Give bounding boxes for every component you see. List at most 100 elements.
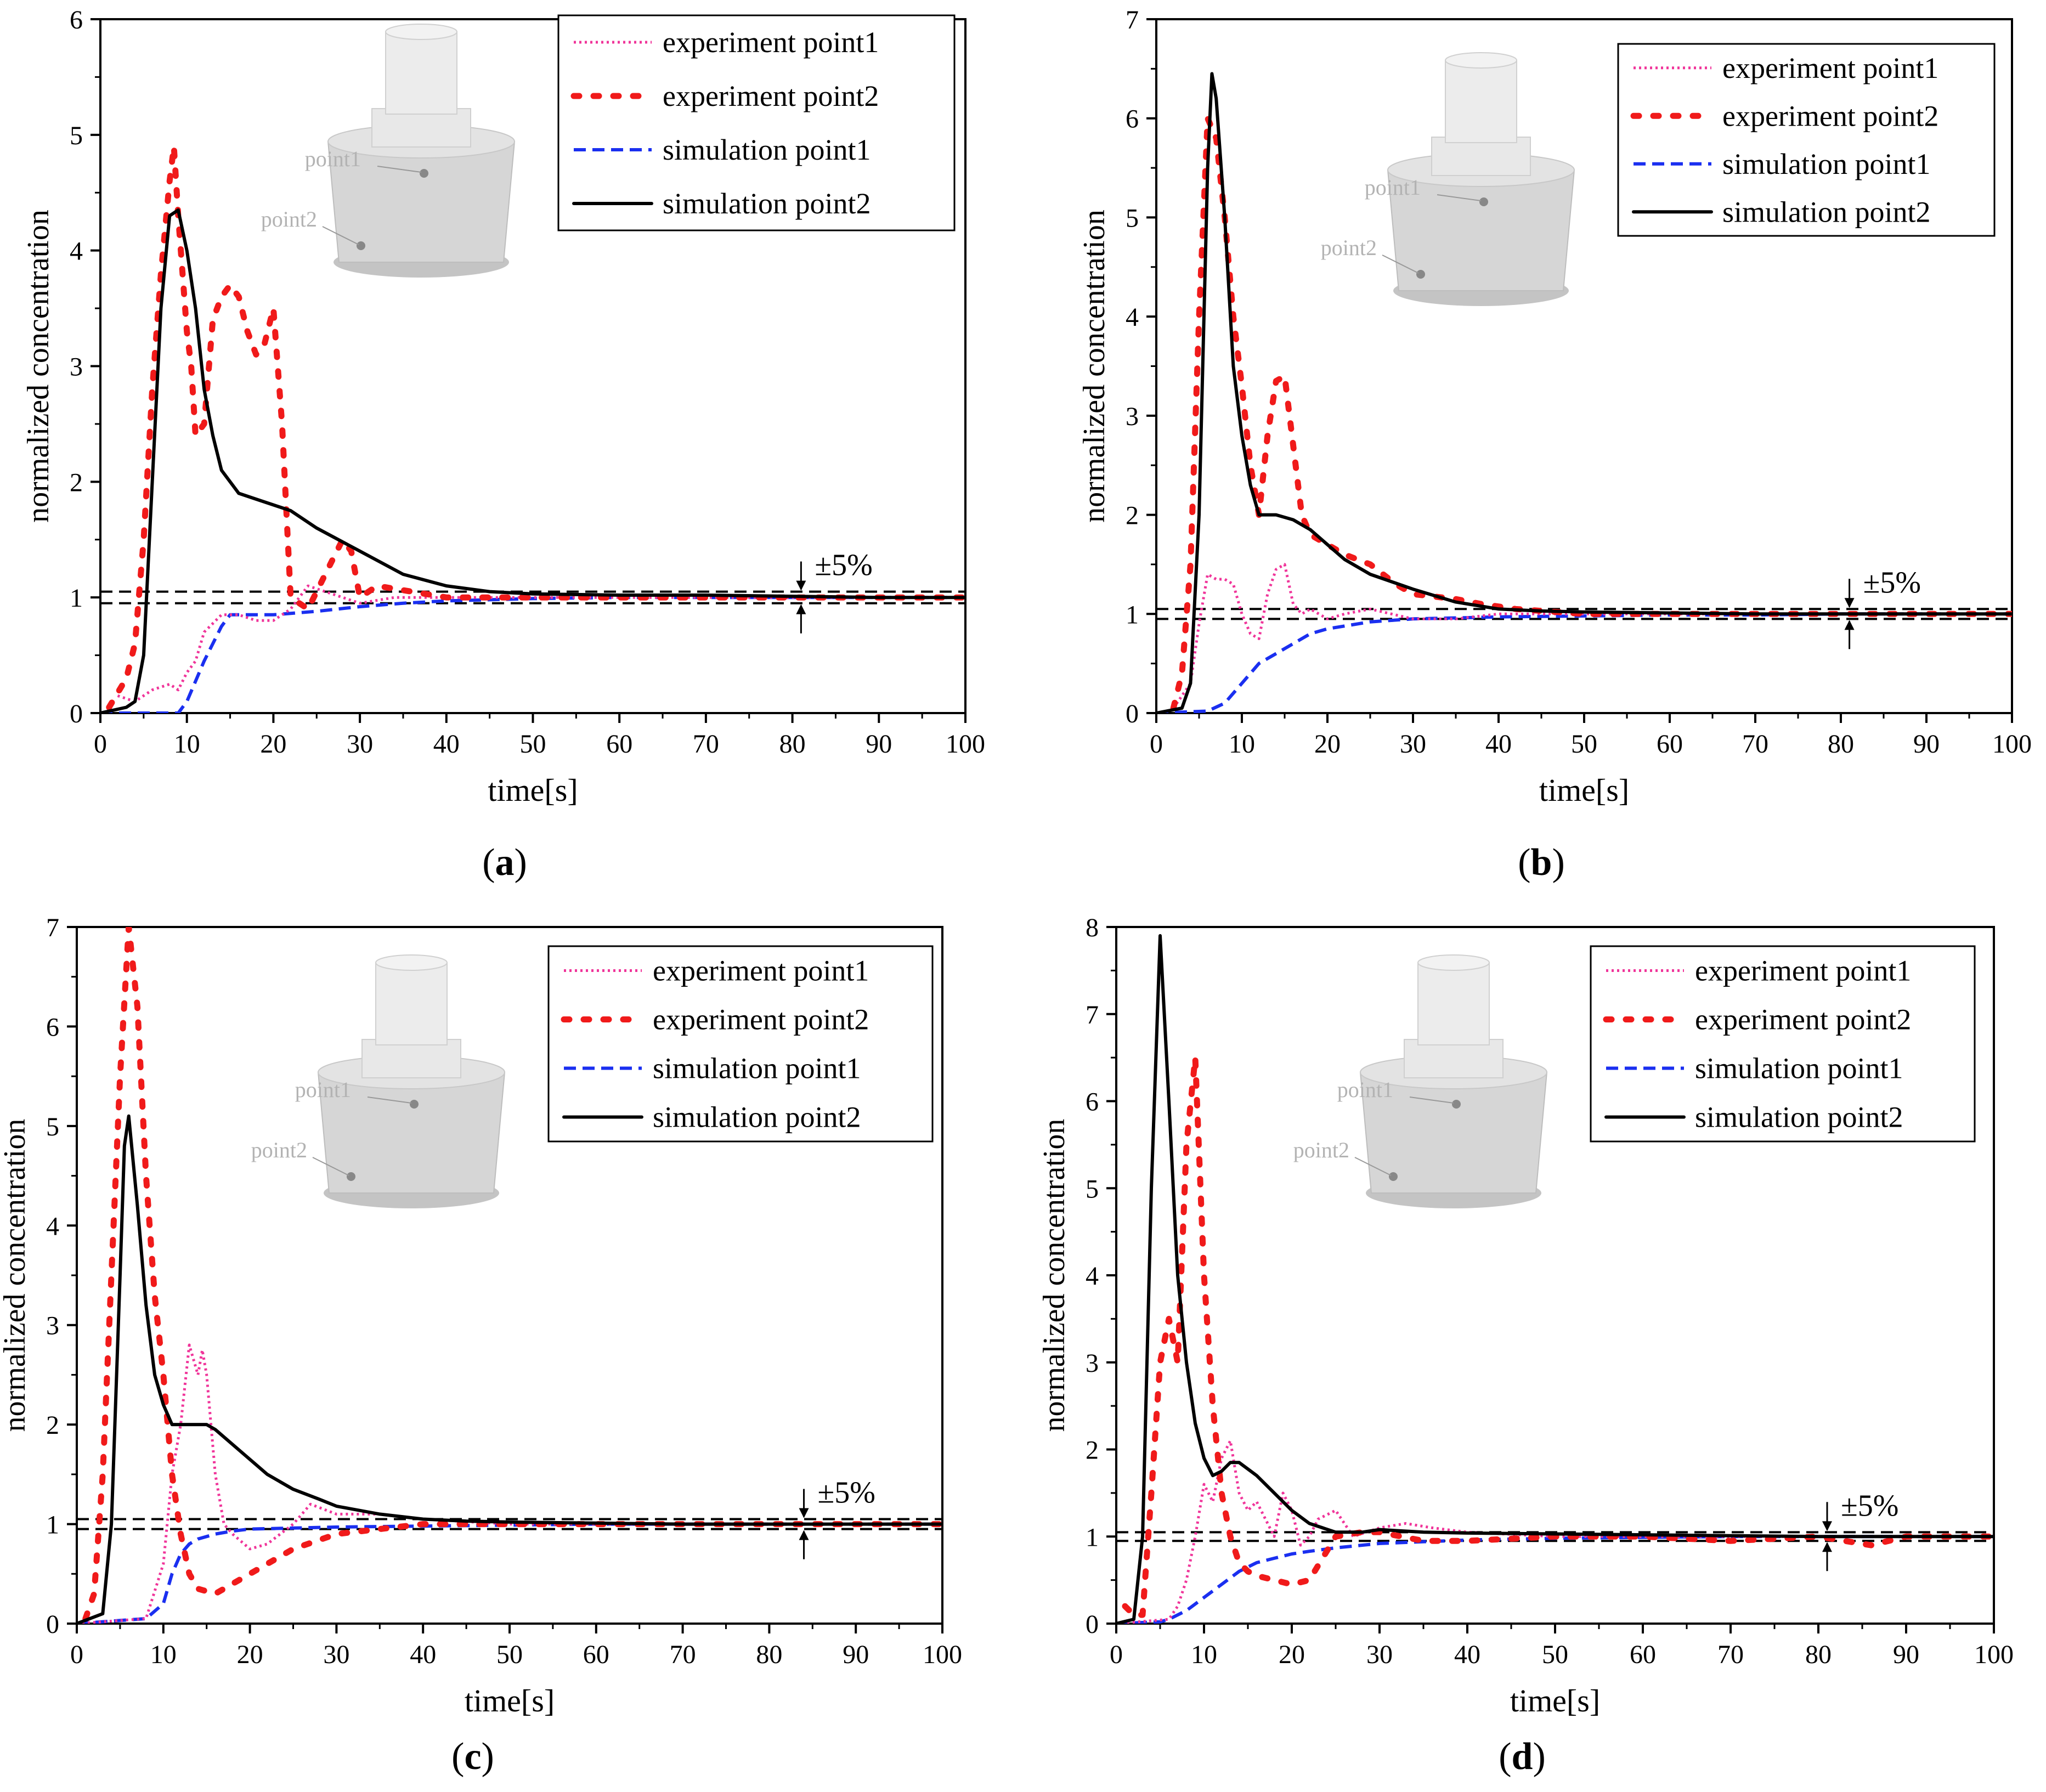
legend-label-experiment-point1: experiment point1 — [1695, 954, 1911, 987]
y-axis-label: normalized concentration — [1077, 210, 1111, 523]
band-arrowhead-top — [796, 580, 806, 591]
series-line-simulation-point2 — [77, 1114, 942, 1624]
y-tick-label: 1 — [1126, 600, 1139, 629]
legend: experiment point1 experiment point2 simula… — [547, 945, 934, 1143]
inset-label-point2: point2 — [1321, 235, 1377, 260]
x-tick-label: 10 — [150, 1640, 177, 1669]
point2-marker — [357, 241, 365, 250]
nozzle-neck — [1404, 1039, 1504, 1078]
inset-vessel-illustration: point1 point2 — [1293, 954, 1548, 1208]
y-tick-label: 5 — [70, 121, 83, 150]
inset-label-point1: point1 — [1365, 175, 1421, 200]
y-tick-label: 5 — [46, 1112, 59, 1141]
point2-leader — [312, 1157, 349, 1176]
legend-label-experiment-point1: experiment point1 — [653, 954, 869, 987]
y-tick-label: 6 — [1086, 1088, 1099, 1117]
x-tick-label: 20 — [237, 1640, 263, 1669]
band-arrowhead-top — [1822, 1521, 1832, 1531]
y-tick-label: 0 — [1086, 1610, 1099, 1639]
series-line-simulation-point2 — [1116, 934, 1994, 1624]
x-tick-label: 50 — [496, 1640, 523, 1669]
legend-label-experiment-point2: experiment point2 — [1722, 99, 1938, 132]
panel-label: (a) — [482, 841, 527, 884]
x-tick-label: 70 — [670, 1640, 696, 1669]
legend-label-simulation-point1: simulation point1 — [1722, 148, 1931, 180]
band-arrowhead-top — [1844, 598, 1855, 608]
y-tick-label: 3 — [70, 353, 83, 382]
band-label: ±5% — [1863, 566, 1921, 600]
legend-label-simulation-point2: simulation point2 — [1722, 195, 1931, 228]
x-tick-label: 0 — [1150, 730, 1163, 759]
y-axis-label: normalized concentration — [0, 1119, 32, 1432]
inset-label-point2: point2 — [261, 207, 317, 231]
panel-label-open: ( — [482, 841, 495, 884]
point2-marker — [1416, 270, 1425, 279]
x-tick-label: 30 — [347, 730, 373, 759]
x-tick-label: 100 — [923, 1640, 962, 1669]
y-tick-label: 2 — [46, 1411, 59, 1440]
x-tick-label: 30 — [1400, 730, 1426, 759]
series-line-simulation-point2 — [100, 208, 965, 713]
legend-label-simulation-point1: simulation point1 — [653, 1052, 861, 1085]
chart-panel-d: 0 10 20 30 40 50 60 70 80 90 100 0 1 2 3 4 5 6 7 8 time[s] no… — [1037, 913, 2014, 1778]
legend-label-experiment-point2: experiment point2 — [663, 80, 879, 112]
x-tick-label: 90 — [1893, 1640, 1919, 1669]
legend: experiment point1 experiment point2 simula… — [557, 14, 956, 231]
point2-marker — [347, 1172, 355, 1181]
x-tick-label: 80 — [1805, 1640, 1832, 1669]
panel-label-open: ( — [1518, 841, 1530, 884]
x-axis-label: time[s] — [488, 772, 578, 808]
x-tick-label: 100 — [1974, 1640, 2014, 1669]
point1-marker — [1452, 1100, 1461, 1109]
nozzle-neck — [1431, 137, 1531, 176]
legend: experiment point1 experiment point2 simula… — [1590, 945, 1976, 1143]
x-tick-label: 10 — [1229, 730, 1255, 759]
y-tick-label: 7 — [1086, 1000, 1099, 1030]
inset-label-point1: point1 — [305, 146, 361, 171]
x-tick-label: 60 — [1657, 730, 1683, 759]
x-tick-label: 0 — [1110, 1640, 1123, 1669]
point1-marker — [410, 1100, 419, 1109]
y-axis-label: normalized concentration — [21, 210, 55, 523]
x-tick-label: 50 — [1542, 1640, 1568, 1669]
nozzle-cylinder — [1445, 60, 1517, 143]
point1-marker — [1479, 197, 1488, 206]
y-tick-label: 3 — [1086, 1349, 1099, 1378]
y-tick-label: 7 — [46, 913, 59, 942]
band-label: ±5% — [815, 549, 872, 583]
y-tick-label: 4 — [46, 1212, 59, 1241]
y-tick-label: 5 — [1126, 203, 1139, 233]
x-tick-label: 100 — [1992, 730, 2032, 759]
y-tick-label: 2 — [1086, 1436, 1099, 1465]
panel-label-close: ) — [515, 841, 527, 884]
x-tick-label: 10 — [1191, 1640, 1217, 1669]
series-line-experiment-point1 — [117, 584, 965, 703]
y-tick-label: 0 — [46, 1610, 59, 1639]
inset-vessel-illustration: point1 point2 — [251, 954, 506, 1208]
x-tick-label: 20 — [1314, 730, 1341, 759]
x-tick-label: 50 — [1571, 730, 1597, 759]
y-tick-label: 1 — [1086, 1523, 1099, 1552]
x-tick-label: 30 — [1366, 1640, 1393, 1669]
series-line-simulation-point1 — [77, 1522, 942, 1624]
y-axis-label: normalized concentration — [1037, 1119, 1071, 1432]
series-line-simulation-point1 — [1156, 612, 2012, 713]
panel-label-letter: b — [1531, 841, 1552, 884]
x-tick-label: 90 — [843, 1640, 869, 1669]
x-tick-label: 40 — [433, 730, 460, 759]
y-tick-label: 1 — [46, 1511, 59, 1540]
x-tick-label: 40 — [1454, 1640, 1480, 1669]
x-tick-label: 90 — [1913, 730, 1940, 759]
panel-label-close: ) — [1533, 1736, 1545, 1778]
band-arrowhead-bottom — [799, 1530, 809, 1540]
band-arrowhead-bottom — [1822, 1542, 1832, 1552]
x-tick-label: 40 — [410, 1640, 436, 1669]
y-tick-label: 6 — [46, 1013, 59, 1042]
x-tick-label: 60 — [606, 730, 632, 759]
panel-label-letter: c — [464, 1736, 481, 1778]
y-tick-label: 3 — [1126, 402, 1139, 431]
y-tick-label: 6 — [1126, 105, 1139, 134]
y-tick-label: 2 — [1126, 501, 1139, 530]
point1-leader — [377, 166, 422, 173]
